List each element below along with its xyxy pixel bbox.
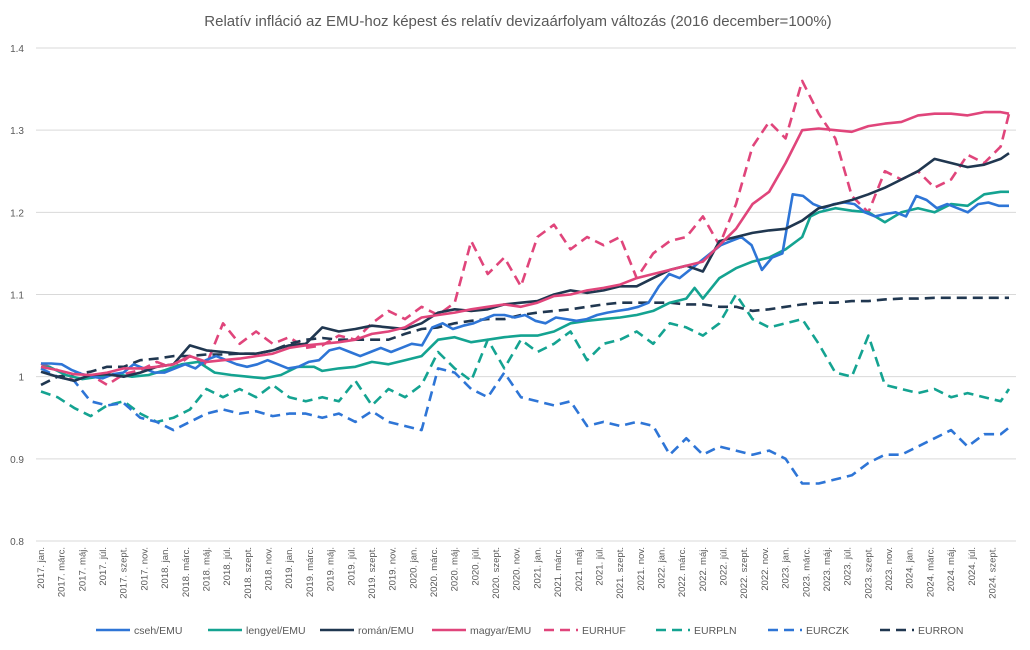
y-tick-label: 0.8	[10, 537, 24, 548]
x-tick-label: 2017. máj.	[77, 547, 88, 591]
x-tick-label: 2017. szept.	[119, 547, 130, 599]
x-tick-label: 2020. júl.	[470, 547, 481, 586]
x-tick-label: 2017. nov.	[139, 547, 150, 591]
legend: cseh/EMU lengyel/EMU román/EMU magyar/EMU EU…	[96, 625, 964, 637]
series-line-eurron	[40, 296, 1009, 387]
y-tick-label: 1.3	[10, 126, 24, 137]
x-tick-label: 2019. jan.	[284, 547, 295, 589]
x-tick-label: 2017. márc.	[57, 547, 68, 597]
series-line-lengyel-emu	[41, 190, 1009, 381]
x-tick-label: 2024. máj.	[946, 547, 957, 591]
x-tick-label: 2022. jan.	[657, 547, 668, 589]
chart-title: Relatív infláció az EMU-hoz képest és re…	[204, 13, 831, 30]
x-tick-label: 2023. jan.	[781, 547, 792, 589]
x-tick-label: 2018. szept.	[243, 547, 254, 599]
x-axis-ticks: 2017. jan. 2017. márc. 2017. máj. 2017. júl…	[36, 547, 998, 599]
x-tick-label: 2022. júl.	[719, 547, 730, 586]
series-line-eurczk	[40, 367, 1010, 485]
x-tick-label: 2024. szept.	[987, 547, 998, 599]
legend-label: cseh/EMU	[134, 625, 182, 637]
x-tick-label: 2018. nov.	[264, 547, 275, 591]
legend-label: román/EMU	[358, 625, 414, 637]
x-tick-label: 2022. szept.	[739, 547, 750, 599]
legend-label: lengyel/EMU	[246, 625, 306, 637]
legend-label: EURRON	[918, 625, 964, 637]
y-tick-label: 1.4	[10, 44, 24, 55]
series-line-magyar-emu	[40, 110, 1010, 377]
x-tick-label: 2024. júl.	[967, 547, 978, 586]
x-tick-label: 2022. nov.	[760, 547, 771, 591]
legend-label: EURHUF	[582, 625, 626, 637]
x-tick-label: 2017. jan.	[36, 547, 47, 589]
x-tick-label: 2020. jan.	[408, 547, 419, 589]
series-lines	[40, 79, 1011, 485]
legend-label: magyar/EMU	[470, 625, 531, 637]
x-tick-label: 2019. nov.	[388, 547, 399, 591]
x-tick-label: 2020. máj.	[450, 547, 461, 591]
x-tick-label: 2019. szept.	[367, 547, 378, 599]
x-tick-label: 2021. jan.	[532, 547, 543, 589]
x-tick-label: 2017. júl.	[98, 547, 109, 586]
x-tick-label: 2024. jan.	[905, 547, 916, 589]
x-tick-label: 2020. nov.	[512, 547, 523, 591]
x-tick-label: 2023. júl.	[843, 547, 854, 586]
x-tick-label: 2022. máj.	[698, 547, 709, 591]
y-tick-label: 1	[18, 373, 24, 384]
x-tick-label: 2023. nov.	[884, 547, 895, 591]
x-tick-label: 2018. jan.	[160, 547, 171, 589]
x-tick-label: 2021. nov.	[636, 547, 647, 591]
legend-label: EURPLN	[694, 625, 737, 637]
x-tick-label: 2022. márc.	[677, 547, 688, 597]
series-line-rom-n-emu	[40, 152, 1010, 383]
series-line-cseh-emu	[41, 193, 1009, 380]
x-tick-label: 2019. júl.	[346, 547, 357, 586]
x-tick-label: 2020. szept.	[491, 547, 502, 599]
y-axis-ticks: 0.8 0.9 1 1.1 1.2 1.3 1.4	[10, 44, 24, 548]
x-tick-label: 2021. szept.	[615, 547, 626, 599]
x-tick-label: 2018. máj.	[201, 547, 212, 591]
x-tick-label: 2020. márc.	[429, 547, 440, 597]
x-tick-label: 2021. márc.	[553, 547, 564, 597]
y-tick-label: 1.2	[10, 208, 24, 219]
x-tick-label: 2019. máj.	[326, 547, 337, 591]
legend-label: EURCZK	[806, 625, 849, 637]
y-tick-label: 0.9	[10, 455, 24, 466]
x-tick-label: 2021. júl.	[594, 547, 605, 586]
y-tick-label: 1.1	[10, 291, 24, 302]
x-tick-label: 2018. márc.	[181, 547, 192, 597]
grid-lines	[36, 47, 1016, 542]
series-line-eurpln	[40, 293, 1011, 424]
x-tick-label: 2023. szept.	[863, 547, 874, 599]
x-tick-label: 2018. júl.	[222, 547, 233, 586]
x-tick-label: 2023. máj.	[822, 547, 833, 591]
x-tick-label: 2021. máj.	[574, 547, 585, 591]
x-tick-label: 2023. márc.	[801, 547, 812, 597]
x-tick-label: 2019. márc.	[305, 547, 316, 597]
x-tick-label: 2024. márc.	[925, 547, 936, 597]
